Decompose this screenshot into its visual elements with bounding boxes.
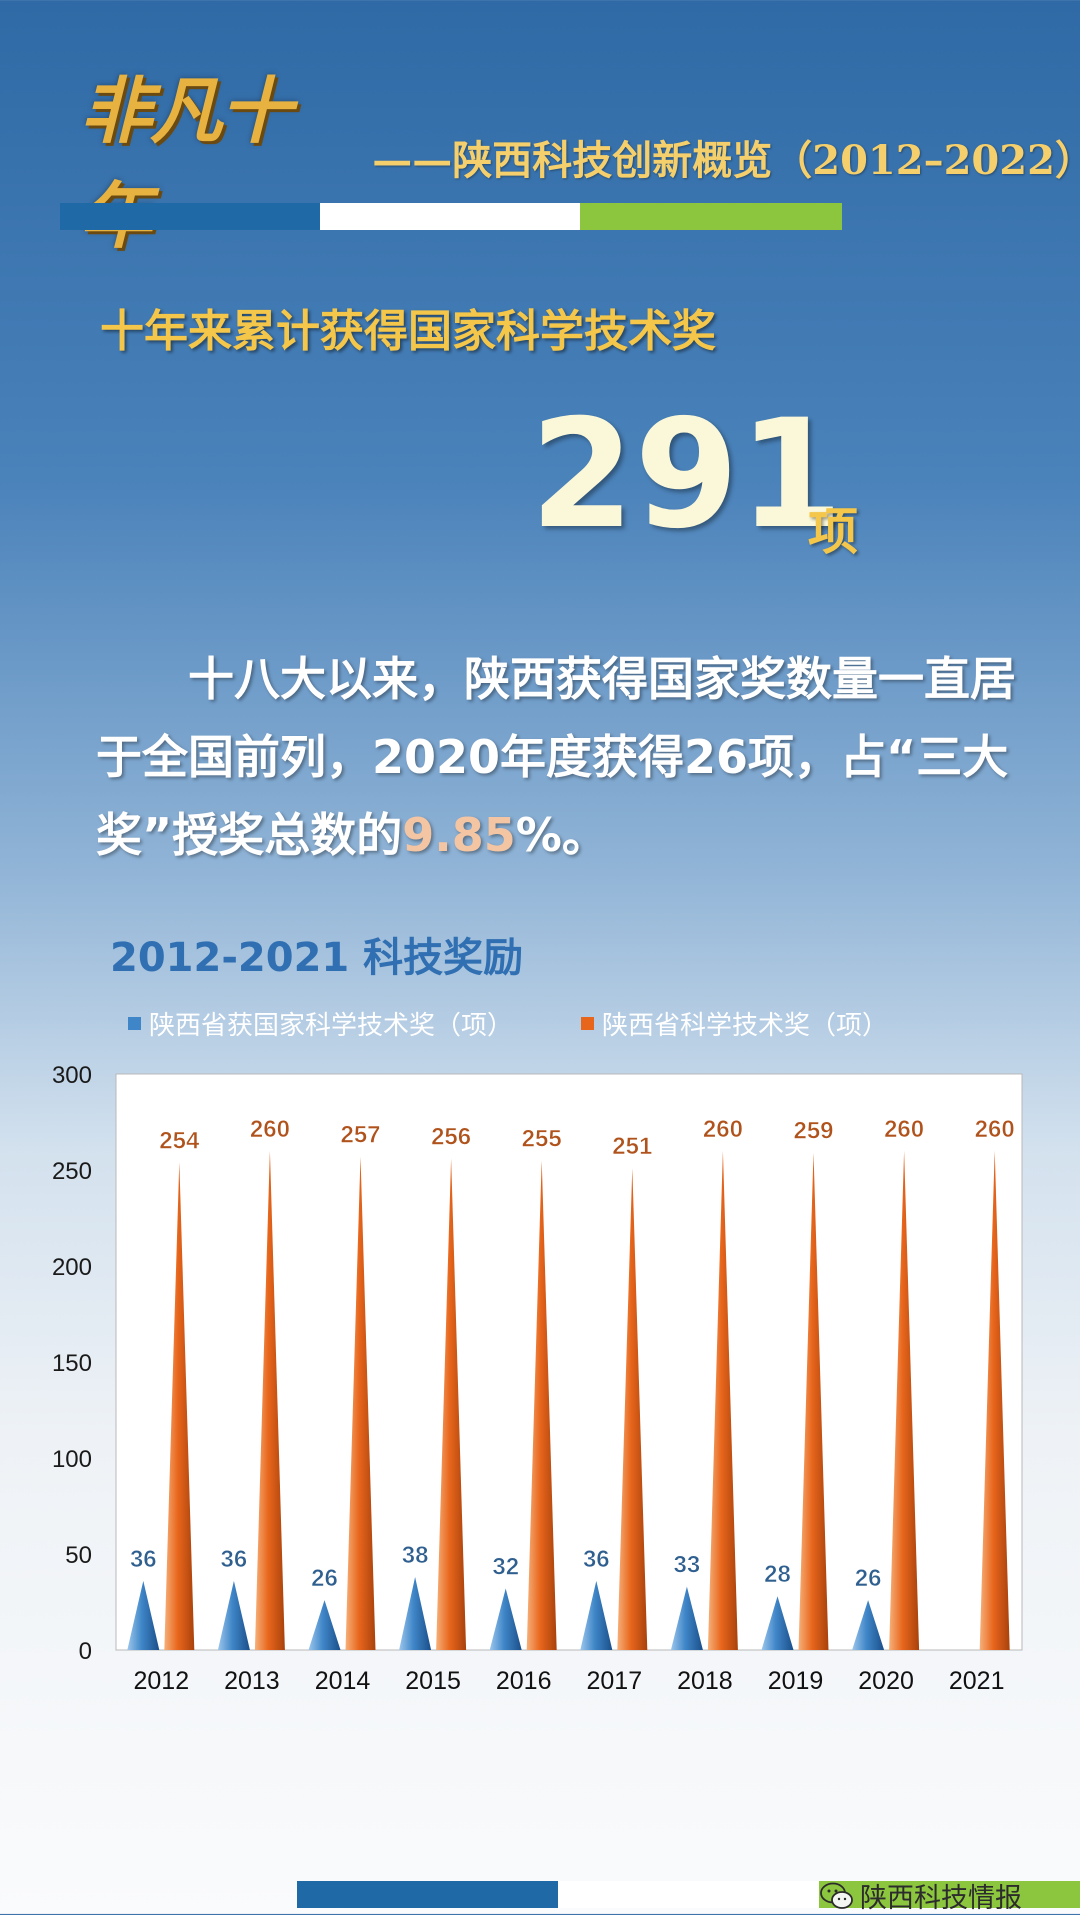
cone-provincial [617,1168,648,1650]
data-label-provincial: 256 [431,1123,471,1150]
cone-provincial [436,1158,467,1650]
x-axis: 2012 2013 2014 2015 2016 2017 2018 2019 2020 2021 [133,1667,1004,1695]
data-label-national: 26 [855,1565,882,1592]
cone-national [761,1596,794,1650]
wechat-account-name: 陕西科技情报 [860,1883,1022,1914]
cone-provincial [707,1150,738,1650]
x-tick-label: 2017 [586,1667,642,1695]
data-label-national: 38 [402,1542,429,1569]
legend-swatch-national [128,1017,141,1030]
footer-bar-segment-green [819,1881,1080,1908]
x-tick-label: 2019 [768,1667,824,1695]
data-label-national: 26 [311,1565,338,1592]
plot-area [115,1073,1023,1651]
y-tick-label: 50 [65,1542,92,1569]
chart-legend: 陕西省获国家科学技术奖（项） 陕西省科学技术奖（项） [128,1005,888,1042]
x-tick-label: 2018 [677,1667,733,1695]
data-label-national: 33 [674,1552,701,1579]
data-label-provincial: 260 [975,1116,1015,1143]
data-label-provincial: 260 [884,1116,924,1143]
data-label-national: 28 [764,1561,791,1588]
legend-item-provincial: 陕西省科学技术奖（项） [581,1005,888,1042]
footer-bar-segment-blue [297,1881,558,1908]
summary-text-end: %。 [515,808,608,862]
legend-label-national: 陕西省获国家科学技术奖（项） [149,1011,514,1041]
page-subtitle: ——陕西科技创新概览（2012–2022） [372,137,1080,184]
x-tick-label: 2012 [133,1667,189,1695]
y-tick-label: 100 [52,1446,92,1473]
cone-national [217,1580,250,1650]
cone-provincial [979,1150,1010,1650]
data-label-national: 36 [583,1546,610,1573]
wechat-account: 陕西科技情报 [820,1876,1022,1915]
cone-national [489,1588,522,1650]
cone-provincial [164,1162,195,1650]
data-label-provincial: 260 [703,1116,743,1143]
cone-national [308,1600,341,1650]
summary-text: 十八大以来，陕西获得国家奖数量一直居于全国前列，2020年度获得26项，占“三大… [96,652,1016,862]
legend-swatch-provincial [581,1017,595,1030]
cone-national [670,1586,703,1650]
data-label-national: 32 [492,1554,519,1581]
summary-highlight-value: 9.85 [402,808,516,862]
x-tick-label: 2016 [496,1667,552,1695]
data-label-national: 36 [130,1546,157,1573]
data-label-provincial: 251 [612,1133,652,1160]
summary-paragraph: 十八大以来，陕西获得国家奖数量一直居于全国前列，2020年度获得26项，占“三大… [96,640,1016,874]
cone-provincial [254,1150,285,1650]
x-tick-label: 2013 [224,1667,280,1695]
data-label-provincial: 259 [793,1118,833,1145]
y-tick-label: 0 [79,1638,92,1665]
data-label-provincial: 255 [522,1125,562,1152]
section-title: 十年来累计获得国家科学技术奖 [100,306,716,357]
cone-provincial [798,1152,829,1650]
x-tick-label: 2021 [949,1667,1005,1695]
header-color-bar [60,203,842,230]
cone-national [399,1577,432,1650]
y-axis: 0 50 100 150 200 250 300 [52,1062,92,1665]
x-tick-label: 2015 [405,1667,461,1695]
legend-item-national: 陕西省获国家科学技术奖（项） [128,1005,513,1042]
chart-marks: 36 254 36 260 26 257 38 256 32 255 36 251 33 260 28 259… [127,1116,1015,1650]
y-tick-label: 200 [52,1254,92,1281]
color-bar-segment-white [320,203,580,230]
cone-national [580,1580,613,1650]
data-label-provincial: 254 [159,1127,200,1154]
cone-provincial [889,1150,920,1650]
cone-provincial [345,1156,376,1650]
x-tick-label: 2014 [315,1667,371,1695]
footer-bar-segment-white [558,1881,819,1908]
award-total-unit: 项 [808,503,858,561]
cone-national [852,1600,885,1650]
wechat-icon [820,1882,853,1909]
legend-label-provincial: 陕西省科学技术奖（项） [602,1011,889,1041]
cone-national [127,1580,160,1650]
cone-provincial [526,1160,557,1650]
data-label-provincial: 257 [340,1122,380,1149]
data-label-provincial: 260 [250,1116,290,1143]
award-total-number: 291 [530,388,844,562]
chart-title: 2012-2021 科技奖励 [110,935,524,981]
y-tick-label: 300 [52,1062,92,1089]
footer-color-bar [297,1881,1080,1908]
y-tick-label: 250 [52,1158,92,1185]
color-bar-segment-blue [60,203,320,230]
color-bar-segment-green [580,203,842,230]
y-tick-label: 150 [52,1350,92,1377]
x-tick-label: 2020 [858,1667,914,1695]
data-label-national: 36 [221,1546,248,1573]
